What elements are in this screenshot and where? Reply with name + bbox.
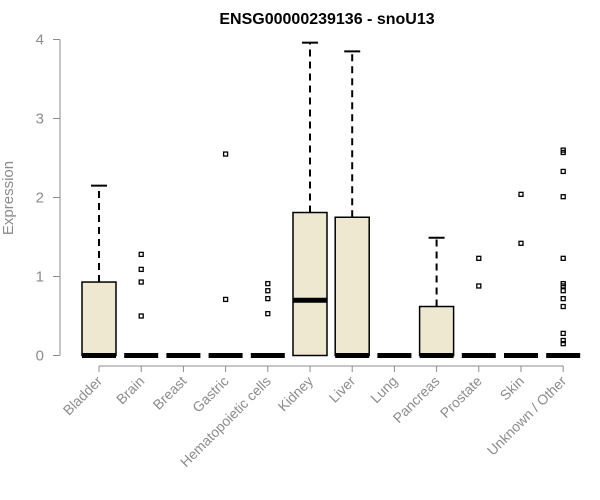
outlier-point	[138, 251, 144, 258]
outlier-point	[560, 255, 566, 261]
x-tick-label: Prostate	[437, 373, 485, 421]
box-pancreas	[418, 236, 455, 358]
outlier-point	[138, 279, 144, 285]
box-skin	[504, 191, 538, 358]
outlier-point	[265, 280, 271, 287]
x-tick-label: Unknown / Other	[484, 373, 570, 459]
outlier-point	[138, 313, 144, 319]
outlier-point	[265, 288, 271, 294]
y-tick-label: 2	[36, 190, 44, 207]
y-axis-label: Expression	[0, 161, 17, 235]
outlier-point	[560, 295, 566, 302]
outlier-point	[560, 288, 566, 294]
box-iqr	[292, 211, 328, 357]
x-tick-label: Lung	[367, 373, 400, 406]
outlier-point	[560, 330, 566, 337]
box-unknown-other	[546, 147, 581, 358]
x-tick-label: Brain	[113, 373, 147, 407]
outlier-point	[560, 303, 566, 310]
x-tick-label: Bladder	[60, 373, 106, 419]
y-tick-label: 0	[36, 348, 44, 365]
outlier-point	[518, 191, 524, 197]
outlier-point	[560, 168, 566, 175]
x-tick-label: Pancreas	[390, 373, 443, 426]
x-tick-label: Kidney	[275, 373, 317, 415]
box-iqr	[418, 305, 455, 357]
x-tick-label: Skin	[497, 373, 528, 404]
box-liver	[334, 50, 370, 358]
x-tick-label: Liver	[326, 373, 359, 406]
outlier-point	[265, 310, 271, 317]
outlier-point	[518, 240, 524, 246]
box-brain	[124, 251, 159, 358]
outlier-point	[560, 147, 566, 153]
box-bladder	[81, 184, 117, 358]
outlier-point	[138, 266, 144, 273]
outlier-point	[476, 283, 482, 289]
y-tick-label: 4	[36, 32, 44, 49]
y-tick-label: 3	[36, 111, 44, 128]
box-hematopoietic-cells	[250, 280, 285, 358]
box-iqr	[334, 216, 370, 357]
outlier-point	[222, 151, 229, 157]
outlier-point	[560, 337, 566, 344]
outlier-point	[560, 194, 566, 200]
box-kidney	[292, 41, 328, 357]
outlier-point	[560, 280, 566, 287]
y-tick-label: 1	[36, 269, 44, 286]
y-axis: 0 1 2 3 4	[36, 32, 61, 365]
box-gastric	[208, 151, 243, 358]
box-iqr	[81, 281, 117, 357]
x-tick-label: Breast	[150, 373, 190, 413]
chart-title: ENSG00000239136 - snoU13	[219, 11, 434, 28]
outlier-point	[560, 340, 566, 347]
boxplot-series	[81, 41, 581, 358]
outlier-point	[476, 255, 482, 261]
outlier-point	[222, 296, 229, 303]
box-prostate	[461, 255, 496, 358]
outlier-point	[265, 295, 271, 302]
